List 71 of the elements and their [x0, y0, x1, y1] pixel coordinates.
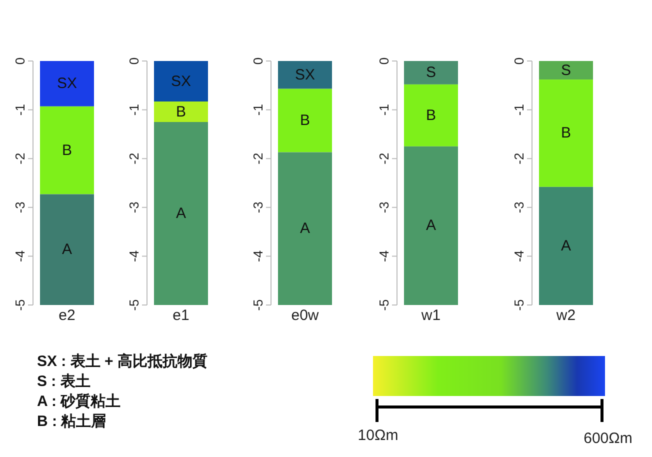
y-tick-label: 0 — [376, 57, 392, 65]
x-tick-label: e0w — [291, 307, 319, 324]
y-tick-label: -5 — [376, 299, 392, 311]
y-tick-label: -3 — [512, 202, 526, 214]
y-tick-label: -2 — [12, 152, 28, 164]
y-tick-label: -2 — [512, 152, 526, 164]
y-tick-label: 0 — [12, 57, 28, 65]
y-tick-label: -4 — [12, 250, 28, 262]
text: 600Ωm — [584, 430, 632, 447]
series-label: A — [426, 217, 436, 234]
bar — [278, 152, 332, 305]
bar — [154, 122, 208, 305]
y-tick-label: -1 — [12, 104, 28, 116]
series-label: S — [560, 62, 572, 79]
y-tick-label: -5 — [250, 299, 266, 311]
bar — [404, 146, 458, 305]
y-tick-label: 0 — [512, 57, 526, 65]
x-tick-label: w2 — [555, 307, 576, 324]
series-label: SX — [56, 75, 78, 92]
x-tick-label: e2 — [58, 307, 76, 324]
y-tick-label: -4 — [250, 250, 266, 262]
bar — [154, 102, 208, 122]
y-tick-label: 0 — [250, 57, 266, 65]
y-tick-label: -1 — [250, 104, 266, 116]
text: B : 粘土層 — [37, 413, 106, 430]
y-tick-label: -1 — [126, 104, 142, 116]
series-label: A — [62, 241, 72, 258]
y-tick-label: -3 — [12, 202, 28, 214]
bar — [154, 61, 208, 102]
y-tick-label: -1 — [512, 104, 526, 116]
bar — [40, 106, 94, 194]
bar — [404, 61, 458, 84]
series-label: SX — [294, 66, 316, 84]
series-label: B — [300, 112, 310, 130]
y-tick-label: -3 — [126, 202, 142, 214]
y-tick-label: -1 — [376, 104, 392, 116]
bar — [404, 84, 458, 146]
bar — [40, 61, 94, 106]
bar — [278, 61, 332, 89]
x-tick-label: w1 — [420, 307, 441, 324]
y-tick-label: -3 — [250, 202, 266, 214]
bar — [539, 61, 593, 80]
y-tick-label: -4 — [376, 250, 392, 262]
series-label: SX — [170, 72, 192, 90]
series-label: A — [176, 205, 186, 222]
text: S : 表土 — [37, 373, 90, 390]
y-tick-label: -2 — [126, 152, 142, 164]
y-tick-label: -2 — [250, 152, 266, 164]
series-label: B — [560, 124, 572, 142]
bar — [539, 80, 593, 187]
series-label: S — [426, 64, 436, 82]
y-tick-label: -4 — [126, 250, 142, 262]
bar — [278, 88, 332, 152]
y-tick-label: -5 — [512, 299, 526, 311]
series-label: B — [62, 142, 72, 159]
text: 10Ωm — [358, 427, 398, 444]
series-label: B — [176, 103, 186, 120]
series-label: B — [426, 106, 436, 124]
y-tick-label: -4 — [512, 250, 526, 262]
series-label: A — [560, 237, 572, 254]
y-tick-label: -3 — [376, 202, 392, 214]
text: SX : 表土 + 高比抵抗物質 — [37, 352, 208, 370]
x-tick-label: e1 — [172, 307, 190, 324]
y-tick-label: -2 — [376, 152, 392, 164]
y-tick-label: 0 — [126, 57, 142, 65]
series-label: A — [300, 220, 310, 238]
text: A : 砂質粘土 — [37, 392, 121, 410]
bar — [40, 194, 94, 305]
y-tick-label: -5 — [126, 299, 142, 311]
bar — [539, 186, 593, 305]
y-tick-label: -5 — [12, 299, 28, 311]
